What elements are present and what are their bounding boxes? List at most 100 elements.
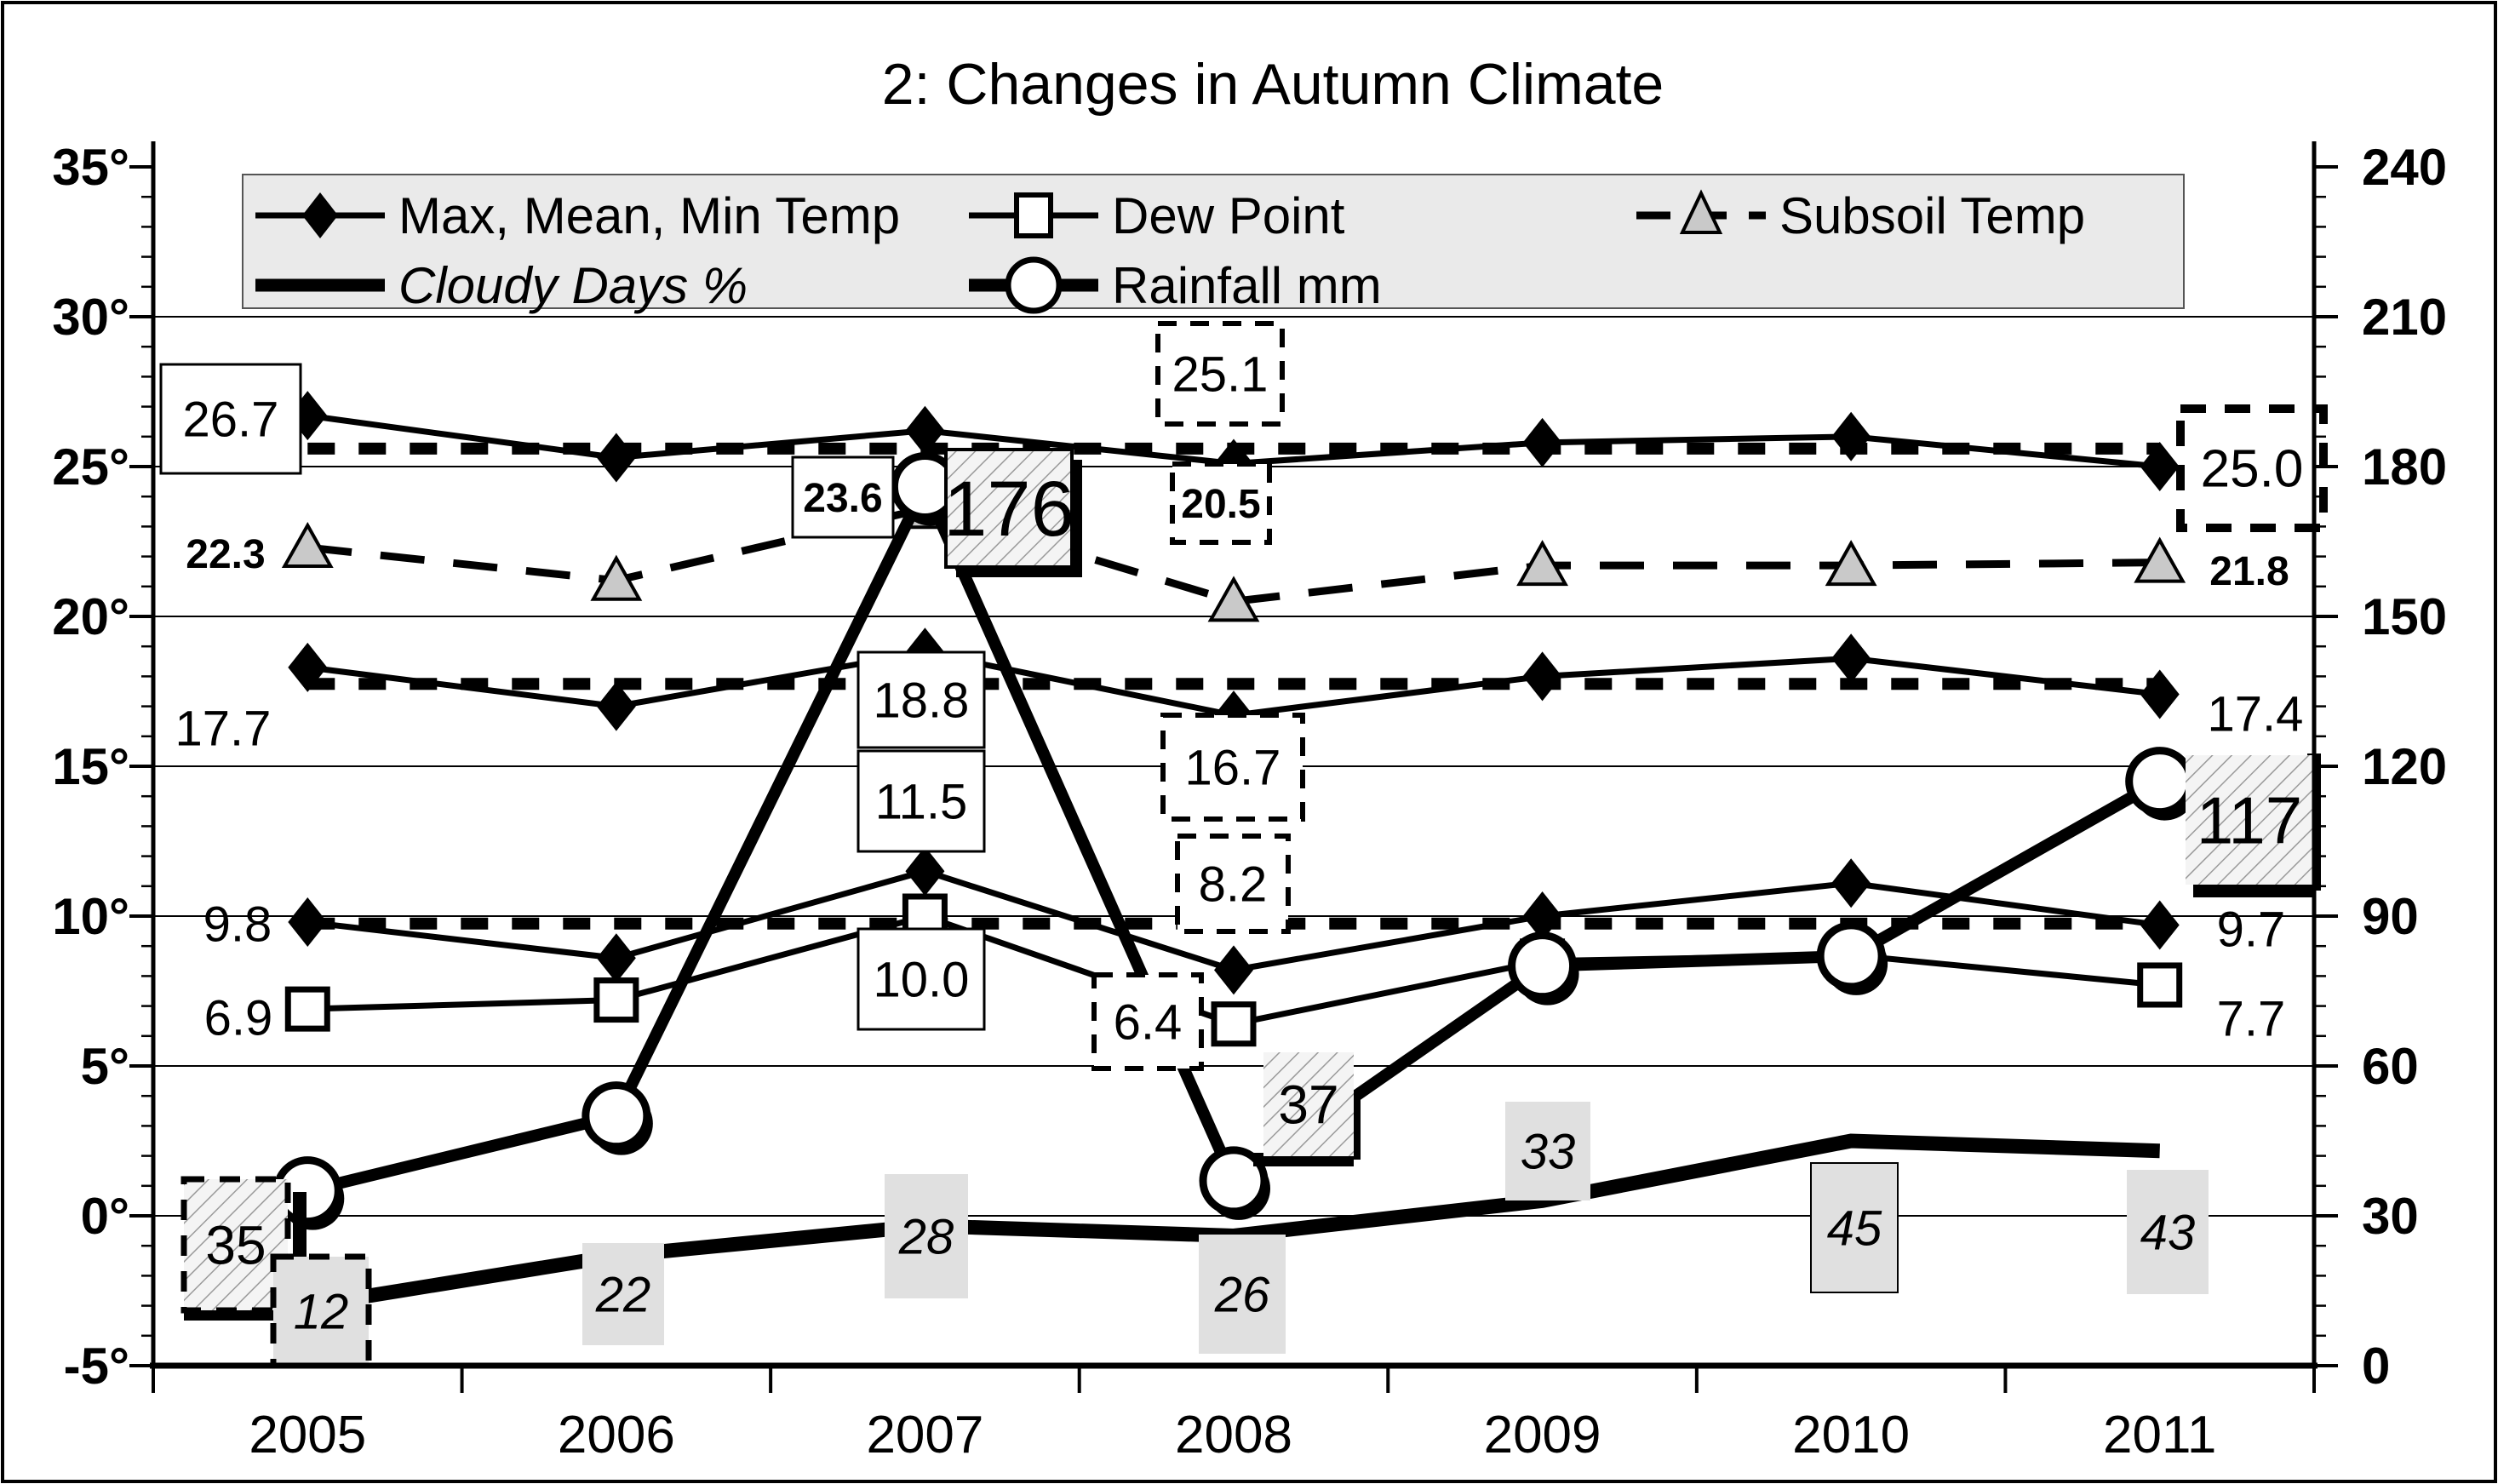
right-tick-label: 90	[2362, 888, 2419, 945]
series-subsoil-temp	[281, 483, 2186, 622]
annotation-text: 35	[205, 1214, 266, 1275]
annotation-text: 17.7	[175, 701, 272, 756]
label-box	[582, 1243, 664, 1345]
series-max-temp	[288, 391, 2180, 491]
diamond-marker	[1831, 633, 1871, 684]
annotation-text: 6.9	[204, 990, 273, 1046]
annotation-117: 117	[2186, 753, 2321, 897]
annotation-text: 21.8	[2209, 549, 2289, 594]
annotation-37: 37	[1253, 1052, 1361, 1166]
annotation-text: 11.5	[875, 774, 968, 829]
label-box	[2186, 755, 2313, 885]
annotation-16_7: 16.7	[1160, 713, 1305, 822]
diamond-marker	[905, 405, 945, 456]
annotation-26_7: 26.7	[159, 363, 302, 475]
diamond-marker	[1214, 945, 1253, 995]
right-tick-label: 120	[2362, 738, 2447, 795]
annotation-text: 12	[294, 1284, 349, 1339]
left-tick-label: 0°	[81, 1188, 129, 1245]
legend-label: Dew Point	[1112, 187, 1345, 244]
diamond-marker	[2140, 900, 2180, 950]
annotation-25_1: 25.1	[1155, 321, 1285, 427]
legend-item-rainfall-mm: Rainfall mm	[969, 256, 1382, 314]
diamond-marker	[1522, 891, 1562, 941]
circle-icon	[1005, 256, 1063, 314]
annotation-17_7: 17.7	[175, 701, 272, 756]
label-box	[1810, 1162, 1899, 1293]
triangle-marker	[1207, 576, 1260, 622]
left-tick-label: 10°	[52, 888, 129, 945]
annotation-text: 16.7	[1185, 740, 1281, 795]
right-tick-label: 0	[2362, 1338, 2390, 1395]
annotation-text: 20.5	[1181, 482, 1260, 527]
annotation-176: 176	[943, 448, 1082, 577]
left-tick-label: 30°	[52, 289, 129, 346]
left-tick-label: -5°	[64, 1338, 129, 1395]
diamond-marker	[288, 642, 328, 692]
annotation-text: 43	[2140, 1205, 2196, 1260]
square-marker	[2137, 962, 2183, 1008]
x-tick-label: 2011	[2103, 1406, 2216, 1464]
annotation-20_5: 20.5	[1170, 461, 1272, 545]
x-tick-label: 2007	[866, 1406, 983, 1464]
legend-label: Max, Mean, Min Temp	[398, 187, 900, 244]
annotation-text: 10.0	[874, 952, 970, 1007]
annotations: 26.7 22.3 17.7 9.8 6.9 35 12 22 23.6 176 18.8 11.5 1…	[159, 321, 2328, 1369]
annotation-12: 12	[270, 1253, 372, 1369]
square-marker	[593, 977, 639, 1023]
square-icon	[1014, 192, 1053, 238]
x-tick-label: 2008	[1175, 1406, 1292, 1464]
annotation-6_4: 6.4	[1091, 972, 1204, 1071]
x-tick-label: 2005	[249, 1406, 366, 1464]
annotation-text: 23.6	[803, 476, 882, 521]
label-box	[857, 749, 986, 853]
legend-label: Subsoil Temp	[1779, 187, 2085, 244]
annotation-11_5: 11.5	[857, 749, 986, 853]
legend-item-cloudy-days: Cloudy Days %	[255, 257, 748, 314]
x-tick-label: 2010	[1792, 1406, 1910, 1464]
annotation-45: 45	[1810, 1162, 1899, 1293]
annotation-text: 33	[1521, 1124, 1576, 1179]
annotation-43: 43	[2127, 1170, 2209, 1294]
annotation-18_8: 18.8	[857, 650, 986, 749]
circle-marker	[2125, 747, 2195, 816]
annotation-text: 26	[1214, 1267, 1270, 1322]
right-tick-label: 240	[2362, 139, 2447, 196]
annotation-9_8: 9.8	[203, 897, 272, 952]
right-tick-label: 150	[2362, 588, 2447, 645]
annotation-22: 22	[582, 1243, 664, 1345]
left-tick-label: 20°	[52, 588, 129, 645]
annotation-text: 22	[595, 1267, 651, 1322]
label-box	[1160, 713, 1305, 822]
series-min-temp	[288, 846, 2180, 995]
label-box	[1199, 1235, 1286, 1354]
annotation-text: 8.2	[1199, 857, 1268, 912]
label-box	[1263, 1052, 1354, 1156]
annotation-17_4: 17.4	[2208, 686, 2304, 742]
annotation-text: 176	[943, 466, 1074, 553]
annotation-33: 33	[1505, 1102, 1590, 1200]
right-tick-label: 60	[2362, 1038, 2419, 1095]
annotation-26: 26	[1199, 1235, 1286, 1354]
diamond-marker	[1522, 417, 1562, 467]
annotation-text: 45	[1827, 1200, 1882, 1256]
annotation-text: 18.8	[874, 673, 970, 728]
circle-marker	[1816, 921, 1886, 991]
legend-item-max-mean-min-temp: Max, Mean, Min Temp	[255, 187, 900, 244]
diamond-icon	[302, 192, 338, 238]
legend-item-subsoil-temp: Subsoil Temp	[1636, 187, 2085, 244]
annotation-text: 117	[2197, 782, 2302, 857]
label-box	[944, 448, 1074, 569]
legend-box	[242, 174, 2185, 309]
annotation-23_6: 23.6	[791, 456, 895, 539]
right-tick-label: 210	[2362, 289, 2447, 346]
square-marker	[284, 986, 330, 1032]
diamond-marker	[1522, 651, 1562, 702]
label-box	[1175, 834, 1291, 934]
circle-marker	[582, 1081, 651, 1151]
triangle-marker	[1516, 540, 1568, 587]
label-box	[2127, 1170, 2209, 1294]
diamond-marker	[2140, 669, 2180, 719]
left-tick-label: 15°	[52, 738, 129, 795]
